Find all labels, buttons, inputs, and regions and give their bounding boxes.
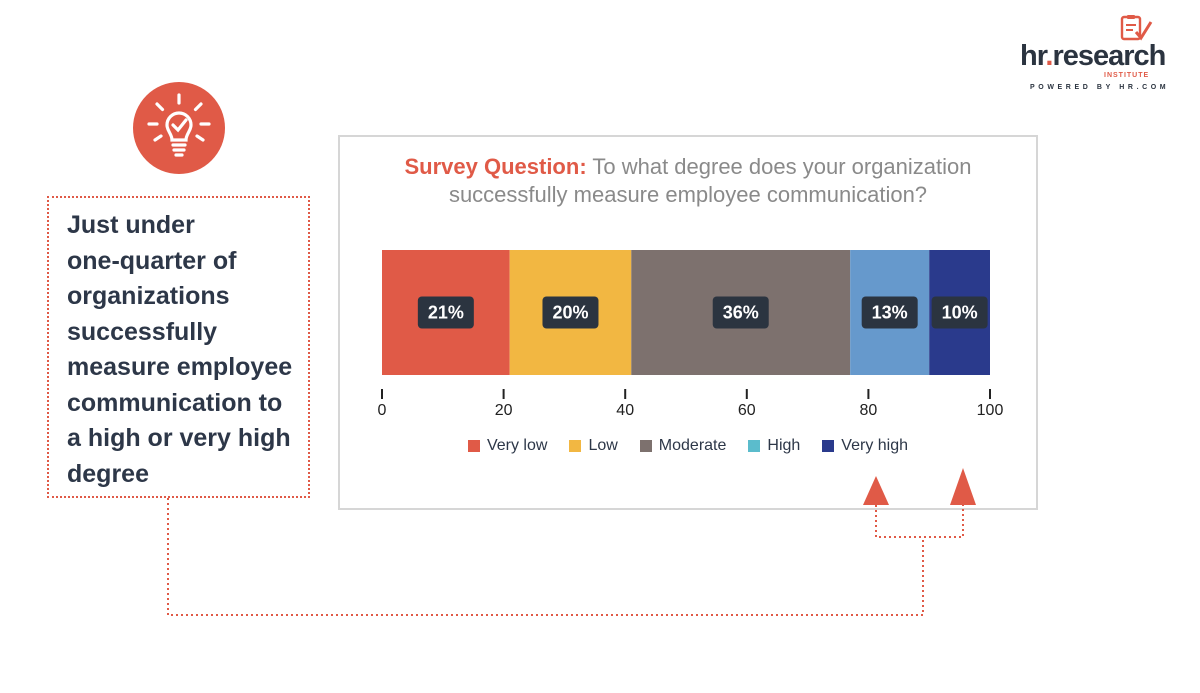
bracket-connector [875, 505, 964, 538]
data-label-bg [861, 296, 918, 329]
legend-label: Very low [486, 437, 548, 454]
callout-line: a high or very high [67, 424, 291, 452]
chart-legend: Very low Low Moderate High Very high [340, 437, 1036, 455]
legend-label: High [767, 437, 801, 454]
legend-swatch [639, 440, 652, 452]
callout-line: successfully [67, 317, 218, 346]
survey-question: Survey Question: To what degree does you… [340, 153, 1036, 209]
lightbulb-check-icon [133, 82, 225, 174]
legend-label: Moderate [658, 437, 727, 454]
x-tick-label: 40 [616, 402, 634, 419]
legend-item-moderate: Moderate [639, 437, 727, 455]
stacked-bar-chart: 21% 20% 36% 13% 10% 0 20 40 60 80 100 [378, 250, 1004, 419]
data-label: 10% [942, 303, 978, 323]
arrow-up-icon [950, 468, 976, 505]
survey-question-line-2: successfully measure employee communicat… [448, 182, 928, 207]
legend-item-low: Low [569, 437, 618, 455]
data-label: 36% [723, 303, 759, 323]
legend-label: Very high [841, 437, 909, 454]
survey-question-line-1: To what degree does your organization [592, 154, 972, 179]
callout-line: one-quarter of [67, 246, 237, 275]
data-label: 20% [552, 303, 588, 323]
clipboard-check-icon [1120, 15, 1153, 41]
legend-label: Low [588, 437, 618, 454]
legend-swatch [822, 440, 835, 452]
data-label-bg [931, 296, 988, 329]
callout-line: communication to [67, 388, 283, 417]
x-tick-label: 0 [378, 402, 387, 419]
callout-line: organizations [67, 282, 230, 310]
legend-swatch [569, 440, 582, 452]
legend-item-high: High [748, 437, 800, 455]
data-label-bg [417, 296, 474, 329]
data-label-bg [712, 296, 769, 329]
arrow-up-icon [863, 476, 889, 505]
logo-powered-by: POWERED BY HR.COM [1030, 84, 1170, 91]
x-tick-label: 60 [738, 402, 756, 419]
callout-line: degree [67, 459, 149, 488]
logo-institute: INSTITUTE [1104, 72, 1150, 79]
key-finding-callout: Just under one-quarter of organizations … [47, 196, 310, 498]
legend-swatch [748, 440, 761, 452]
logo-wordmark: hr.research [1020, 40, 1166, 72]
x-tick-label: 80 [860, 402, 878, 419]
data-label-bg [542, 296, 599, 329]
legend-item-very-high: Very high [822, 437, 908, 455]
data-label: 21% [428, 303, 464, 323]
key-finding-text: Just under one-quarter of organizations … [67, 208, 307, 492]
callout-line: Just under [67, 211, 195, 239]
legend-item-very-low: Very low [467, 437, 548, 455]
data-label: 13% [872, 303, 908, 323]
legend-swatch [467, 440, 480, 452]
survey-question-label: Survey Question: [404, 154, 587, 179]
x-tick-label: 20 [495, 402, 513, 419]
hr-research-logo: hr.research INSTITUTE POWERED BY HR.COM [1018, 12, 1178, 96]
chart-panel: Survey Question: To what degree does you… [338, 135, 1038, 510]
x-tick-label: 100 [977, 402, 1004, 419]
callout-connector [167, 498, 924, 616]
callout-line: measure employee [67, 353, 293, 381]
